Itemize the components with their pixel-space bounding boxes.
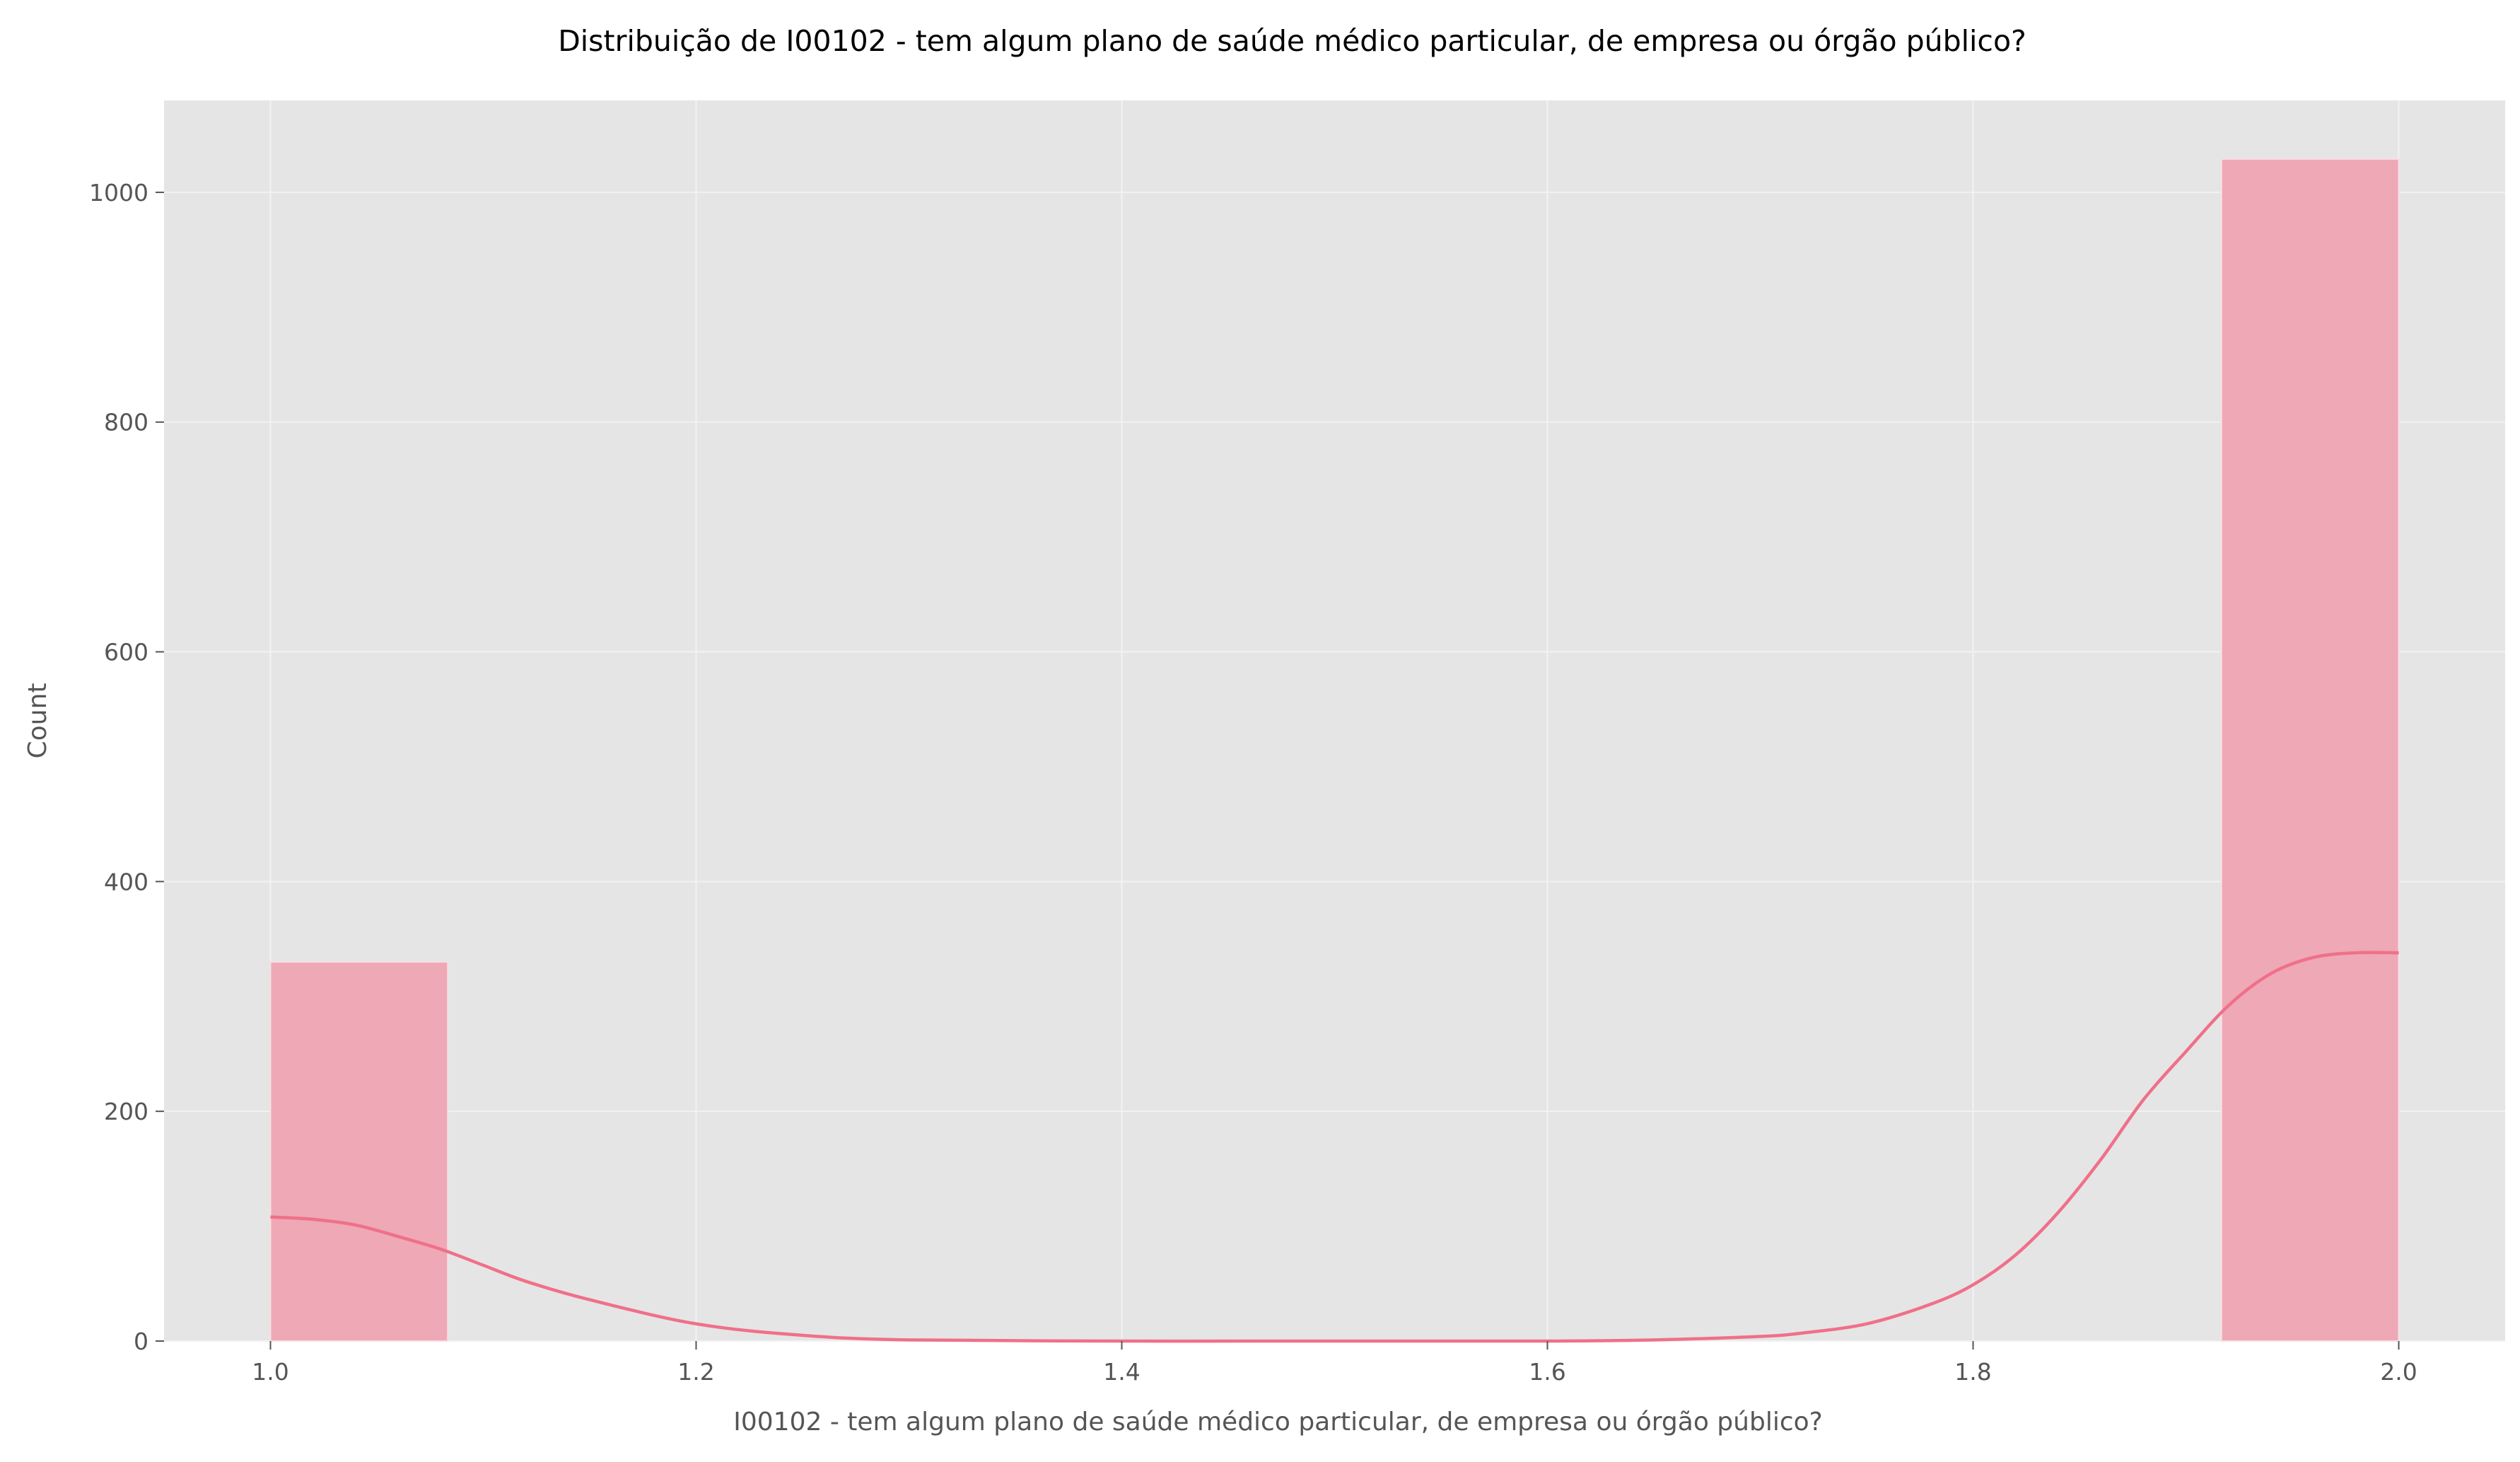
histogram-bar	[269, 961, 449, 1342]
x-tick-label: 1.0	[252, 1358, 288, 1386]
x-axis: 1.0 1.2 1.4 1.6 1.8 2.0	[252, 1341, 2417, 1386]
x-tick-label: 2.0	[2380, 1358, 2417, 1386]
y-tick-label: 400	[104, 868, 148, 895]
y-tick-label: 0	[134, 1328, 148, 1355]
grid-lines	[164, 100, 2505, 1342]
y-axis-label: Count	[23, 683, 52, 759]
x-tick-label: 1.2	[677, 1358, 714, 1386]
x-tick-label: 1.8	[1954, 1358, 1991, 1386]
x-tick-label: 1.4	[1103, 1358, 1140, 1386]
kde-curve	[270, 951, 2399, 1343]
plot-area	[164, 100, 2505, 1341]
y-tick-label: 600	[104, 639, 148, 666]
y-tick-label: 1000	[89, 179, 148, 207]
y-axis: 0 200 400 600 800 1000	[89, 179, 164, 1355]
chart-title: Distribuição de I00102 - tem algum plano…	[558, 24, 2026, 58]
bars	[269, 158, 2400, 1342]
histogram-bar	[2220, 158, 2400, 1342]
x-tick-label: 1.6	[1529, 1358, 1565, 1386]
x-axis-label: I00102 - tem algum plano de saúde médico…	[733, 1408, 1823, 1437]
y-tick-label: 200	[104, 1098, 148, 1125]
y-tick-label: 800	[104, 409, 148, 436]
